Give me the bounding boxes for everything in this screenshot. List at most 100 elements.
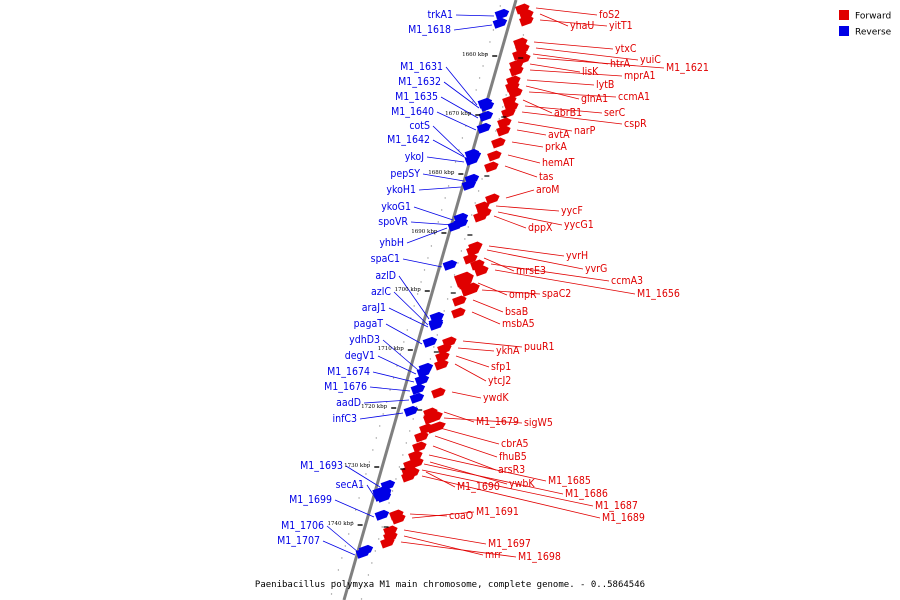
reverse-gene-glyph[interactable] (414, 373, 431, 386)
forward-gene-label[interactable]: yycG1 (564, 219, 594, 231)
forward-gene-glyph[interactable] (391, 512, 407, 525)
forward-gene-label[interactable]: serC (604, 107, 626, 119)
reverse-gene-glyph[interactable] (374, 508, 391, 521)
forward-gene-glyph[interactable] (434, 358, 450, 371)
forward-gene-label[interactable]: yycF (561, 205, 583, 217)
reverse-gene-label[interactable]: aadD (336, 397, 361, 409)
forward-gene-glyph[interactable] (437, 342, 453, 355)
forward-gene-label[interactable]: mprA1 (624, 70, 656, 82)
forward-gene-label[interactable]: ccmA1 (618, 91, 650, 103)
forward-gene-label[interactable]: spaC2 (542, 288, 571, 300)
forward-gene-label[interactable]: ytcJ2 (488, 375, 511, 387)
reverse-gene-label[interactable]: M1_1618 (408, 24, 451, 36)
reverse-gene-glyph[interactable] (403, 404, 420, 417)
forward-gene-label[interactable]: cbrA5 (501, 438, 529, 450)
forward-gene-label[interactable]: tas (539, 171, 553, 183)
reverse-gene-label[interactable]: araJ1 (362, 302, 386, 314)
forward-gene-label[interactable]: bsaB (505, 306, 528, 318)
forward-gene-label[interactable]: yhaU (570, 20, 594, 32)
reverse-gene-glyph[interactable] (476, 121, 493, 134)
forward-gene-label[interactable]: ywbK (509, 478, 535, 490)
forward-gene-label[interactable]: fhuB5 (499, 451, 527, 463)
reverse-gene-label[interactable]: spaC1 (371, 253, 400, 265)
reverse-gene-label[interactable]: trkA1 (427, 9, 453, 21)
forward-gene-glyph[interactable] (487, 149, 503, 162)
forward-gene-label[interactable]: arsR3 (498, 464, 525, 476)
forward-gene-glyph[interactable] (423, 409, 444, 425)
reverse-gene-glyph[interactable] (464, 153, 481, 166)
reverse-gene-glyph[interactable] (409, 391, 426, 404)
forward-gene-label[interactable]: M1_1621 (666, 62, 709, 74)
reverse-gene-glyph[interactable] (428, 318, 445, 331)
forward-gene-label[interactable]: msbA5 (502, 318, 535, 330)
reverse-gene-label[interactable]: M1_1676 (324, 381, 367, 393)
forward-gene-label[interactable]: lisK (582, 66, 599, 78)
forward-gene-glyph[interactable] (497, 116, 513, 129)
forward-gene-label[interactable]: yuiC (640, 54, 661, 66)
forward-gene-label[interactable]: M1_1689 (602, 512, 645, 524)
reverse-gene-label[interactable]: yhbH (379, 237, 404, 249)
forward-gene-label[interactable]: aroM (536, 184, 559, 196)
reverse-gene-label[interactable]: azlD (375, 270, 396, 282)
forward-gene-glyph[interactable] (509, 64, 525, 77)
forward-gene-label[interactable]: M1_1691 (476, 506, 519, 518)
reverse-gene-label[interactable]: M1_1693 (300, 460, 343, 472)
forward-gene-label[interactable]: cspR (624, 118, 647, 130)
reverse-gene-label[interactable]: M1_1706 (281, 520, 324, 532)
forward-gene-glyph[interactable] (512, 48, 528, 61)
forward-gene-glyph[interactable] (408, 449, 424, 462)
forward-gene-glyph[interactable] (380, 536, 396, 549)
reverse-gene-label[interactable]: azlC (371, 286, 391, 298)
forward-gene-label[interactable]: narP (574, 125, 596, 137)
reverse-gene-label[interactable]: degV1 (345, 350, 375, 362)
forward-gene-glyph[interactable] (460, 281, 481, 297)
reverse-gene-label[interactable]: M1_1640 (391, 106, 434, 118)
reverse-gene-label[interactable]: ydhD3 (349, 334, 380, 346)
reverse-gene-label[interactable]: secA1 (336, 479, 364, 491)
forward-gene-label[interactable]: yvrG (585, 263, 607, 275)
reverse-gene-glyph[interactable] (492, 16, 509, 29)
forward-gene-glyph[interactable] (485, 192, 501, 205)
reverse-gene-glyph[interactable] (416, 365, 433, 378)
forward-gene-label[interactable]: M1_1686 (565, 488, 608, 500)
reverse-gene-glyph[interactable] (494, 7, 511, 20)
forward-gene-label[interactable]: M1_1685 (548, 475, 591, 487)
reverse-gene-label[interactable]: cotS (409, 120, 430, 132)
forward-gene-glyph[interactable] (502, 94, 518, 107)
forward-gene-glyph[interactable] (505, 80, 521, 93)
forward-gene-label[interactable]: M1_1656 (637, 288, 680, 300)
forward-gene-label[interactable]: hemAT (542, 157, 575, 169)
forward-gene-label[interactable]: avtA (548, 129, 570, 141)
reverse-gene-label[interactable]: M1_1631 (400, 61, 443, 73)
forward-gene-label[interactable]: ywdK (483, 392, 509, 404)
forward-gene-glyph[interactable] (475, 200, 491, 213)
forward-gene-glyph[interactable] (484, 160, 500, 173)
reverse-gene-glyph[interactable] (372, 484, 393, 502)
forward-gene-glyph[interactable] (401, 470, 417, 483)
forward-gene-glyph[interactable] (474, 264, 490, 277)
forward-gene-glyph[interactable] (513, 36, 529, 49)
reverse-gene-label[interactable]: M1_1642 (387, 134, 430, 146)
forward-gene-glyph[interactable] (452, 294, 468, 307)
forward-gene-glyph[interactable] (501, 106, 517, 119)
forward-gene-label[interactable]: mrsE3 (516, 265, 546, 277)
forward-gene-label[interactable]: glnA1 (581, 93, 608, 105)
forward-gene-label[interactable]: M1_1697 (488, 538, 531, 550)
reverse-gene-label[interactable]: pagaT (354, 318, 384, 330)
forward-gene-glyph[interactable] (515, 2, 531, 15)
forward-gene-label[interactable]: M1_1687 (595, 500, 638, 512)
reverse-gene-glyph[interactable] (478, 109, 495, 122)
forward-gene-glyph[interactable] (519, 14, 535, 27)
forward-gene-label[interactable]: foS2 (599, 9, 620, 21)
reverse-gene-glyph[interactable] (442, 258, 459, 271)
forward-gene-glyph[interactable] (426, 420, 448, 434)
forward-gene-glyph[interactable] (431, 386, 447, 399)
reverse-gene-label[interactable]: pepSY (390, 168, 420, 180)
forward-gene-glyph[interactable] (466, 244, 482, 257)
reverse-gene-label[interactable]: M1_1674 (327, 366, 370, 378)
forward-gene-label[interactable]: ompR (509, 289, 537, 301)
reverse-gene-label[interactable]: spoVR (378, 216, 408, 228)
forward-gene-label[interactable]: M1_1690 (457, 481, 500, 493)
forward-gene-glyph[interactable] (496, 124, 512, 137)
forward-gene-label[interactable]: ytxC (615, 43, 637, 55)
